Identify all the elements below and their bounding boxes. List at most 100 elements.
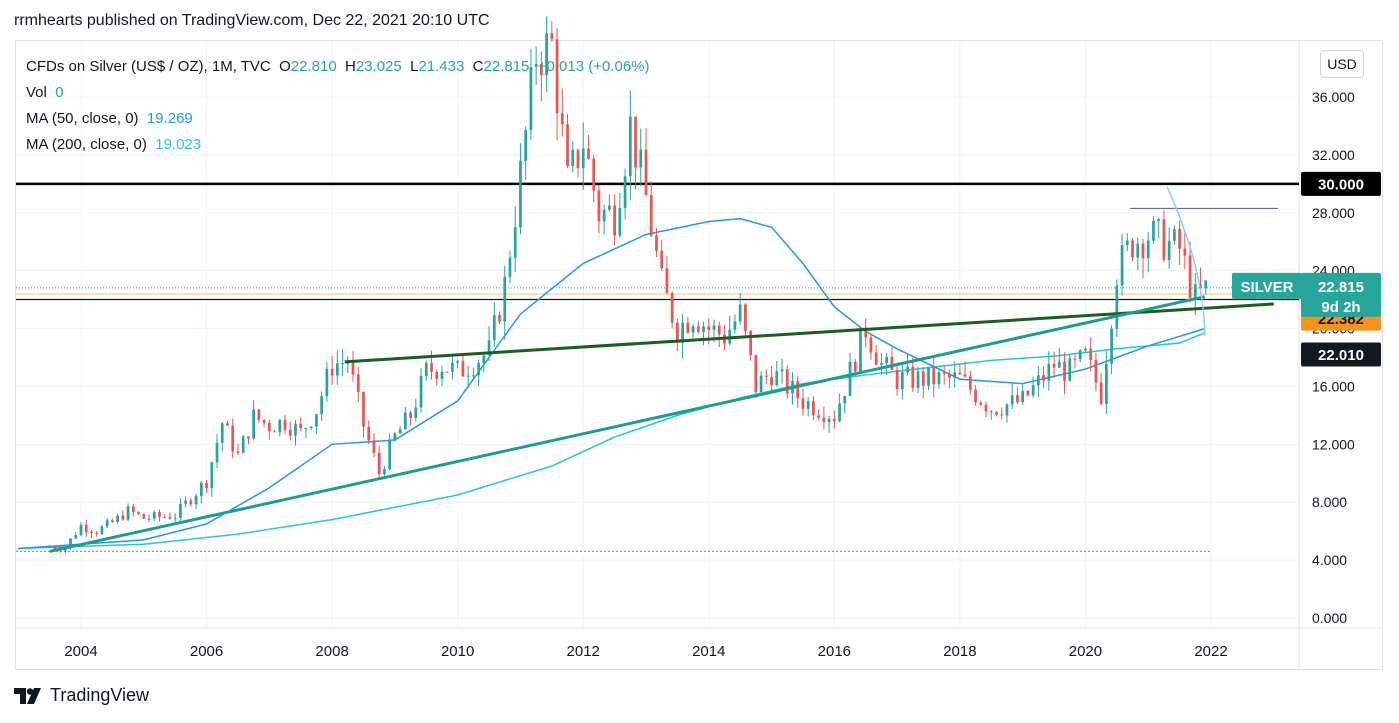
candle-body: [508, 257, 512, 277]
candle-body: [801, 398, 805, 409]
x-tick-label: 2020: [1069, 643, 1102, 660]
candle-body: [916, 371, 920, 388]
candle-body: [398, 429, 402, 434]
candle-body: [309, 426, 313, 429]
candle-body: [173, 517, 177, 519]
candle-body: [958, 372, 962, 375]
candle-body: [775, 371, 779, 386]
candle-body: [1120, 244, 1124, 286]
candle-body: [1073, 358, 1077, 360]
candle-body: [409, 412, 412, 418]
candle-body: [335, 363, 339, 376]
candle-body: [979, 402, 983, 405]
candle-body: [984, 404, 988, 412]
candle-body: [330, 368, 334, 376]
candle-body: [587, 148, 590, 159]
candle-body: [424, 362, 428, 376]
candle-body: [513, 227, 517, 258]
candle-body: [613, 205, 616, 236]
candle-body: [1110, 328, 1113, 364]
candle-body: [111, 520, 114, 522]
legend-volume-row[interactable]: Vol 0: [26, 80, 650, 106]
candle-body: [1115, 285, 1119, 329]
candle-body: [247, 436, 250, 439]
candle-body: [215, 442, 219, 463]
candle-body: [498, 315, 501, 322]
candle-body: [351, 362, 355, 375]
candle-body: [717, 325, 721, 335]
brand[interactable]: TradingView: [14, 685, 149, 706]
candle-body: [461, 360, 465, 377]
candle-body: [482, 355, 486, 363]
candle-body: [581, 148, 585, 169]
candle-body: [812, 401, 815, 416]
candle-body: [95, 533, 99, 535]
candle-body: [859, 327, 862, 372]
candle-body: [294, 423, 297, 436]
candle-body: [231, 425, 235, 452]
candle-body: [356, 374, 360, 393]
candle-body: [796, 380, 800, 399]
level-30-label-text: 30.000: [1318, 176, 1364, 193]
candle-body: [921, 371, 925, 386]
candle-body: [864, 327, 868, 338]
low-label: L: [410, 58, 419, 75]
candle-body: [968, 376, 972, 390]
candle-body: [911, 366, 915, 388]
candle-body: [524, 130, 528, 161]
x-tick-label: 2006: [190, 643, 223, 660]
candle-body: [1057, 361, 1061, 368]
candle-body: [890, 357, 894, 370]
candle-body: [665, 268, 669, 294]
candle-body: [105, 520, 109, 527]
candle-body: [362, 392, 365, 427]
candle-body: [649, 195, 653, 236]
high-label: H: [345, 58, 356, 75]
candle-body: [1188, 255, 1192, 298]
candle-body: [341, 363, 344, 365]
change-value: +0.013 (+0.06%): [537, 58, 650, 75]
y-tick-label: 16.000: [1312, 378, 1355, 394]
candle-body: [874, 352, 878, 365]
candle-body: [885, 357, 889, 363]
price-axis: 0.0004.0008.00012.00016.00020.00024.0002…: [1312, 89, 1355, 626]
candle-body: [315, 414, 318, 427]
candle-body: [487, 340, 491, 356]
candle-body: [1031, 385, 1035, 396]
ma200-line: [18, 332, 1205, 550]
time-axis: 2004 2006 2008 2010 2012 2014 2016 2018 2020 2022: [64, 643, 1227, 660]
currency-button[interactable]: USD: [1320, 50, 1364, 78]
candle-body: [838, 403, 841, 422]
last-price-box: [1301, 272, 1381, 317]
candle-body: [974, 389, 977, 403]
x-tick-label: 2014: [692, 643, 725, 660]
trend-lines: [49, 186, 1274, 553]
countdown-text: 9d 2h: [1321, 299, 1360, 316]
candle-body: [869, 337, 873, 353]
candle-body: [440, 371, 444, 379]
x-tick-label: 2004: [64, 643, 97, 660]
x-tick-label: 2018: [943, 643, 976, 660]
x-tick-label: 2012: [567, 643, 600, 660]
candle-body: [780, 369, 784, 372]
candle-body: [1052, 363, 1056, 368]
legend-ma50-row[interactable]: MA (50, close, 0) 19.269: [26, 106, 650, 132]
ma50-line: [18, 217, 1205, 550]
candle-body: [79, 524, 83, 536]
candle-body: [1063, 361, 1066, 381]
chart-frame: [15, 40, 1383, 670]
legend-ohlc-row: CFDs on Silver (US$ / OZ), 1M, TVC O22.8…: [26, 54, 650, 80]
candle-body: [1036, 375, 1040, 386]
candle-body: [53, 547, 57, 550]
legend-ma200-row[interactable]: MA (200, close, 0) 19.023: [26, 132, 650, 158]
candle-body: [608, 205, 611, 210]
ma200-value: 19.023: [155, 136, 202, 153]
candle-body: [278, 419, 282, 432]
candle-body: [252, 409, 256, 439]
candle-body: [1152, 220, 1155, 241]
candle-body: [738, 304, 742, 322]
candle-body: [540, 63, 543, 76]
symbol-name[interactable]: CFDs on Silver (US$ / OZ), 1M, TVC: [26, 58, 271, 75]
